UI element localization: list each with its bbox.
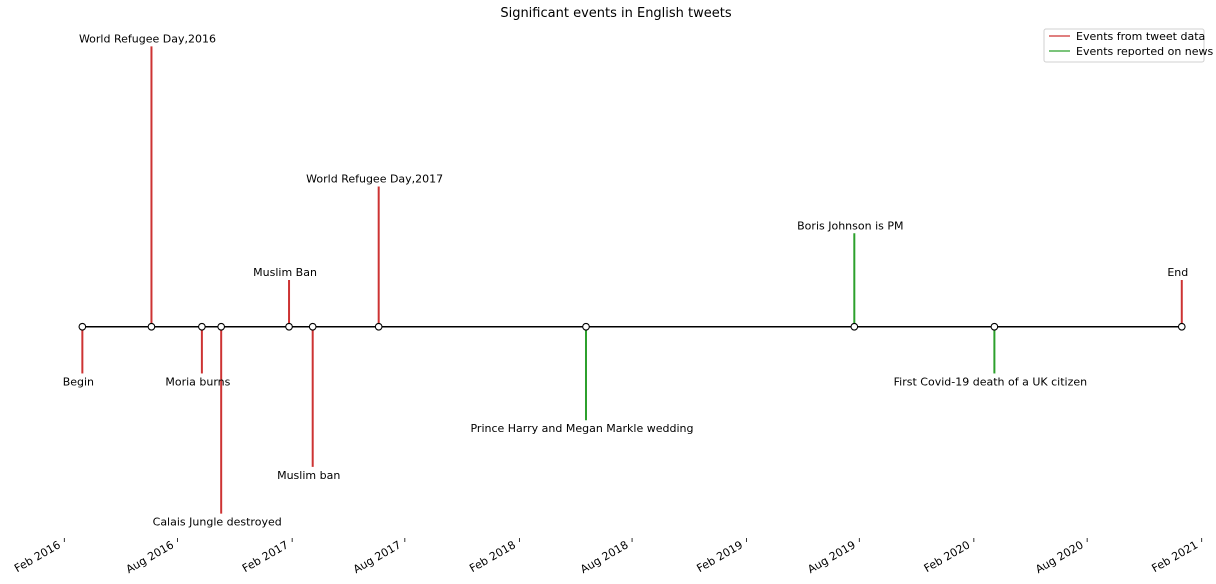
event-marker-end-10 — [1177, 322, 1186, 331]
event-label-world-refugee-day-2016-1: World Refugee Day,2016 — [79, 32, 216, 45]
event-label-moria-burns-2: Moria burns — [165, 375, 230, 388]
x-tick-label-2: Feb 2017 — [240, 538, 291, 575]
x-axis: Feb 2016 Aug 2016 Feb 2017 Aug 2017 Feb 2018… — [12, 538, 1203, 576]
event-marker-prince-harry-and-megan-markle-wedding-7 — [582, 322, 590, 331]
event-labels: Begin World Refugee Day,2016 Moria burns Ca… — [63, 32, 1189, 528]
x-tick-label-4: Feb 2018 — [467, 538, 518, 575]
x-tick-label-8: Feb 2020 — [922, 538, 973, 575]
event-label-muslim-ban-4: Muslim Ban — [253, 266, 317, 279]
event-label-first-covid-19-death-of-a-uk-citizen-9: First Covid-19 death of a UK citizen — [894, 375, 1087, 388]
event-label-begin-0: Begin — [63, 375, 94, 388]
chart-title: Significant events in English tweets — [500, 6, 732, 21]
event-marker-world-refugee-day-2016-1 — [147, 322, 156, 331]
legend-label-news: Events reported on news — [1076, 45, 1214, 58]
x-tick-label-6: Feb 2019 — [694, 538, 745, 575]
event-markers — [78, 322, 1186, 331]
legend-frame — [1043, 28, 1205, 63]
event-label-world-refugee-day-2017-6: World Refugee Day,2017 — [306, 173, 443, 186]
event-marker-muslim-ban-5 — [308, 322, 317, 331]
event-label-end-10: End — [1167, 266, 1188, 279]
event-marker-begin-0 — [78, 322, 87, 331]
event-label-calais-jungle-destroyed-3: Calais Jungle destroyed — [153, 516, 282, 529]
x-tick-label-5: Aug 2018 — [578, 538, 630, 576]
event-marker-boris-johnson-is-pm-8 — [850, 322, 859, 331]
legend-label-tweet: Events from tweet data — [1076, 30, 1205, 43]
x-tick-label-3: Aug 2017 — [351, 538, 403, 576]
event-marker-calais-jungle-destroyed-3 — [217, 322, 226, 331]
x-tick-label-0: Feb 2016 — [12, 538, 63, 575]
x-tick-label-9: Aug 2020 — [1033, 538, 1085, 576]
x-tick-label-7: Aug 2019 — [805, 538, 857, 576]
event-marker-world-refugee-day-2017-6 — [374, 322, 383, 331]
event-stems — [81, 46, 1183, 514]
legend: Events from tweet data Events reported o… — [1043, 28, 1214, 63]
event-marker-moria-burns-2 — [198, 322, 206, 331]
x-tick-label-10: Feb 2021 — [1150, 538, 1201, 575]
event-marker-first-covid-19-death-of-a-uk-citizen-9 — [990, 322, 999, 331]
x-tick-label-1: Aug 2016 — [124, 538, 176, 576]
event-label-prince-harry-and-megan-markle-wedding-7: Prince Harry and Megan Markle wedding — [470, 422, 693, 435]
event-marker-muslim-ban-4 — [285, 322, 293, 331]
event-label-muslim-ban-5: Muslim ban — [277, 469, 340, 482]
event-label-boris-johnson-is-pm-8: Boris Johnson is PM — [797, 219, 903, 232]
